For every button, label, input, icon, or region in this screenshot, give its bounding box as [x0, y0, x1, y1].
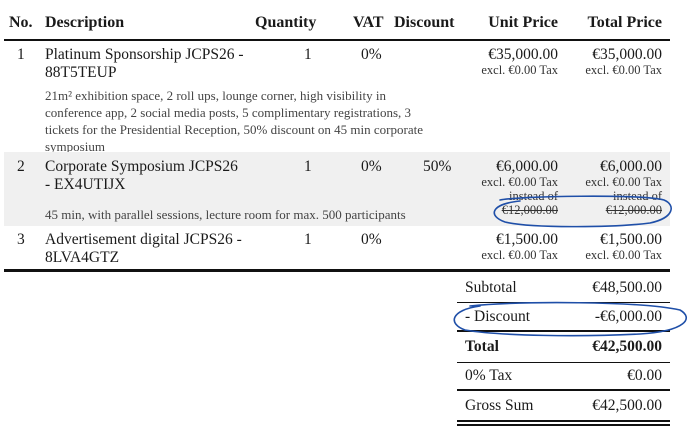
item-title: Advertisement digital JCPS26 -: [45, 231, 242, 248]
item-vat: 0%: [361, 231, 382, 248]
header-divider: [4, 39, 670, 41]
total-label: Total: [465, 338, 499, 355]
item-quantity: 1: [304, 231, 312, 248]
item-detail-line: conference app, 2 social media posts, 5 …: [45, 105, 412, 120]
totals-double-rule: [457, 424, 670, 426]
item-quantity: 1: [304, 158, 312, 175]
item-code: - EX4UTIJX: [45, 176, 126, 193]
totals-divider: [457, 330, 670, 332]
discount-label: - Discount: [465, 308, 531, 325]
item-total-old-price: €12,000.00: [605, 203, 662, 217]
subtotal-value: €48,500.00: [592, 279, 662, 296]
item-unit-instead: instead of: [509, 189, 558, 203]
item-unit-old-price: €12,000.00: [501, 203, 558, 217]
item-unit-tax: excl. €0.00 Tax: [481, 248, 558, 262]
item-unit-price: €6,000.00: [496, 158, 558, 175]
header-discount: Discount: [394, 14, 455, 31]
annotation-circle-discount: [453, 301, 687, 337]
tax-value: €0.00: [627, 367, 662, 384]
item-unit-tax: excl. €0.00 Tax: [481, 175, 558, 189]
item-total-price: €35,000.00: [592, 46, 662, 63]
totals-double-rule: [457, 420, 670, 422]
item-title: Corporate Symposium JCPS26: [45, 158, 238, 175]
header-quantity: Quantity: [255, 14, 317, 31]
header-no: No.: [9, 14, 33, 31]
table-bottom-divider: [4, 269, 670, 272]
discount-value: -€6,000.00: [594, 308, 662, 325]
total-value: €42,500.00: [592, 338, 662, 355]
row-highlight: [4, 152, 670, 226]
item-unit-price: €35,000.00: [488, 46, 558, 63]
item-detail-line: tickets for the Presidential Reception, …: [45, 122, 423, 137]
header-description: Description: [45, 14, 125, 31]
item-code: 8LVA4GTZ: [45, 249, 120, 266]
header-vat: VAT: [353, 14, 384, 31]
item-total-price: €6,000.00: [600, 158, 662, 175]
item-detail-line: 45 min, with parallel sessions, lecture …: [45, 207, 406, 222]
subtotal-label: Subtotal: [465, 279, 517, 296]
header-unit-price: Unit Price: [488, 14, 558, 31]
totals-divider: [457, 362, 670, 363]
totals-divider: [457, 389, 670, 391]
row-number: 1: [17, 46, 25, 63]
item-unit-price: €1,500.00: [496, 231, 558, 248]
tax-label: 0% Tax: [465, 367, 513, 384]
item-unit-tax: excl. €0.00 Tax: [481, 63, 558, 77]
item-vat: 0%: [361, 158, 382, 175]
header-total-price: Total Price: [587, 14, 663, 31]
gross-sum-label: Gross Sum: [465, 397, 534, 414]
item-total-price: €1,500.00: [600, 231, 662, 248]
annotation-circle-old-prices: [493, 195, 672, 228]
item-quantity: 1: [304, 46, 312, 63]
item-title: Platinum Sponsorship JCPS26 -: [45, 46, 244, 63]
item-total-instead: instead of: [613, 189, 662, 203]
item-total-tax: excl. €0.00 Tax: [585, 63, 662, 77]
item-total-tax: excl. €0.00 Tax: [585, 175, 662, 189]
gross-sum-value: €42,500.00: [592, 397, 662, 414]
item-discount: 50%: [423, 158, 452, 175]
item-detail-line: symposium: [45, 139, 105, 154]
row-number: 3: [17, 231, 25, 248]
item-detail-line: 21m² exhibition space, 2 roll ups, loung…: [45, 88, 386, 103]
item-vat: 0%: [361, 46, 382, 63]
row-number: 2: [17, 158, 25, 175]
item-code: 88T5TEUP: [45, 64, 117, 81]
item-total-tax: excl. €0.00 Tax: [585, 248, 662, 262]
